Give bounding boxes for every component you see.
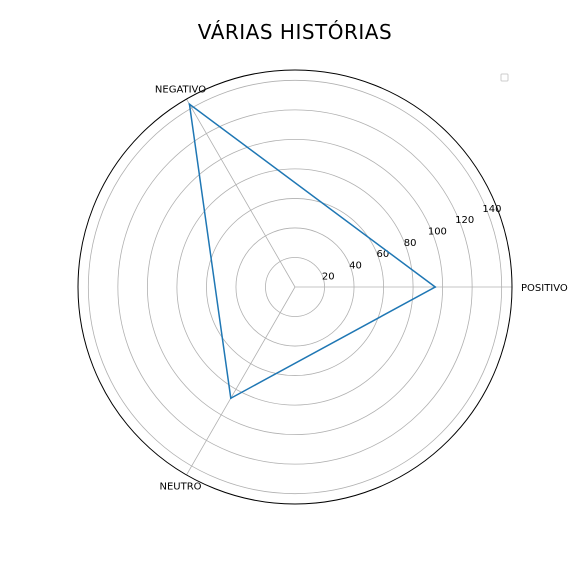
data-point	[229, 397, 232, 400]
category-label: POSITIVO	[521, 283, 568, 294]
grid-spoke	[186, 286, 296, 476]
category-label: NEGATIVO	[155, 85, 206, 96]
data-point	[188, 103, 191, 105]
grid-spoke	[186, 98, 296, 288]
radial-tick-label: 40	[349, 260, 362, 271]
radial-tick-label: 140	[482, 204, 501, 215]
radial-tick-label: 80	[404, 238, 417, 249]
chart-title: VÁRIAS HISTÓRIAS	[197, 20, 393, 44]
data-point	[434, 286, 437, 288]
radial-tick-label: 120	[455, 215, 474, 226]
outer-frame	[77, 69, 513, 505]
radial-tick-label: 100	[428, 227, 447, 238]
radial-tick-label: 60	[376, 249, 389, 260]
legend	[500, 73, 509, 82]
radial-tick-label: 20	[322, 272, 335, 283]
category-label: NEUTRO	[159, 481, 201, 492]
series-line	[188, 102, 437, 400]
